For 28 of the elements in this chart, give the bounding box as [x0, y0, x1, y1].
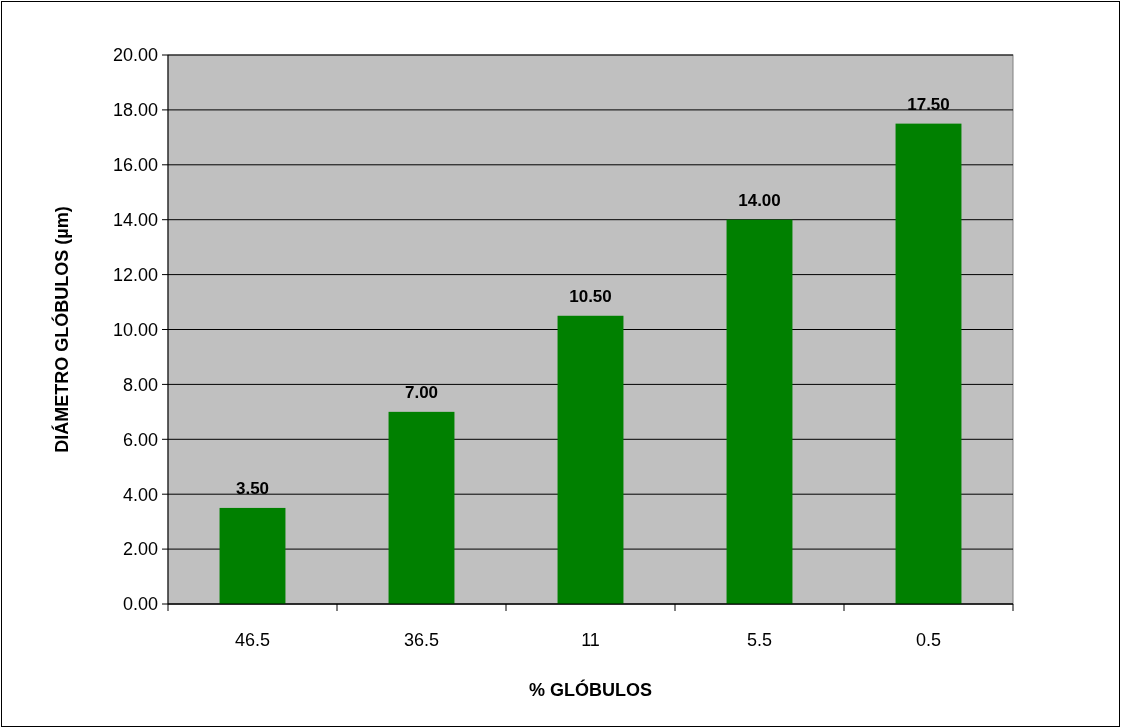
x-tick-label: 11: [581, 630, 600, 650]
data-label: 10.50: [569, 286, 612, 306]
data-label: 17.50: [907, 94, 950, 114]
y-tick-label: 12.00: [112, 264, 158, 285]
y-tick-label: 6.00: [122, 429, 158, 450]
x-tick-label: 0.5: [915, 630, 942, 650]
x-tick-label: 46.5: [234, 630, 271, 650]
y-tick-label: 0.00: [122, 594, 158, 615]
data-label: 3.50: [235, 478, 270, 498]
bar: [219, 507, 286, 604]
x-axis-title: % GLÓBULOS: [528, 679, 653, 700]
y-tick-label: 2.00: [122, 539, 158, 560]
x-tick-label: 36.5: [403, 630, 440, 650]
y-tick-label: 16.00: [112, 155, 158, 176]
y-tick-label: 14.00: [112, 210, 158, 230]
y-tick-label: 18.00: [112, 100, 158, 121]
bar: [388, 411, 455, 604]
data-label: 7.00: [404, 382, 439, 402]
y-tick-label: 20.00: [112, 45, 158, 66]
bar: [895, 123, 962, 604]
x-tick-label: 5.5: [746, 630, 773, 650]
bar: [557, 315, 624, 604]
bar: [726, 219, 793, 604]
y-tick-label: 4.00: [122, 484, 158, 505]
y-axis-title: DIÁMETRO GLÓBULOS (µm): [51, 206, 72, 453]
data-label: 14.00: [738, 190, 781, 210]
y-tick-label: 8.00: [122, 374, 158, 395]
y-tick-label: 10.00: [112, 319, 158, 340]
